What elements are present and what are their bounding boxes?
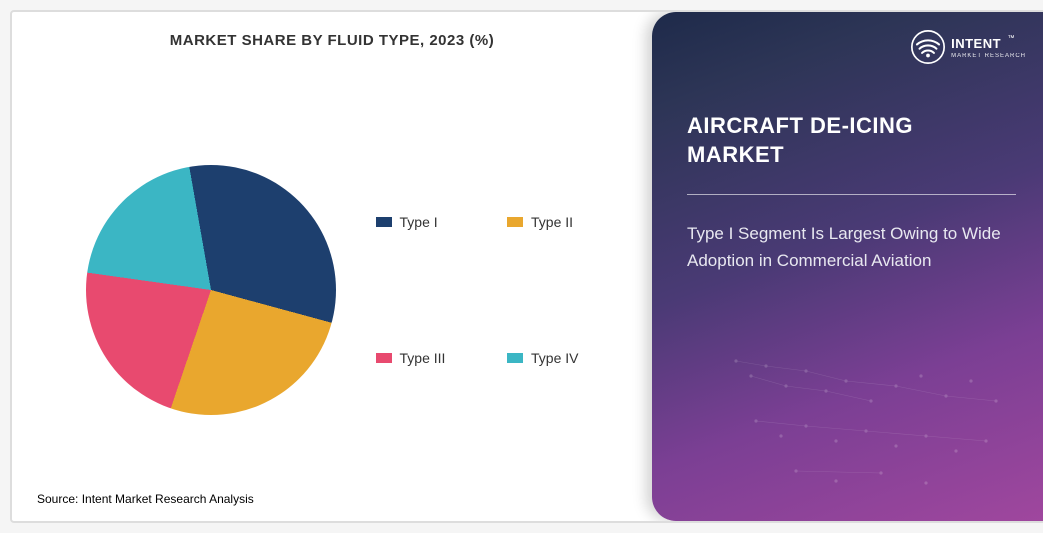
legend-swatch: [507, 217, 523, 227]
logo-main-text: INTENT: [951, 36, 1001, 51]
logo-text-block: INTENT ™ MARKET RESEARCH: [951, 35, 1026, 59]
source-citation: Source: Intent Market Research Analysis: [37, 492, 254, 506]
legend-swatch: [507, 353, 523, 363]
pie-slices: [86, 165, 336, 415]
panel-headline: AIRCRAFT DE-ICING MARKET: [687, 112, 1016, 169]
legend-item: Type III: [376, 350, 447, 366]
world-map-decoration: [696, 331, 1036, 501]
headline-line-1: AIRCRAFT DE-ICING: [687, 112, 1016, 141]
headline-line-2: MARKET: [687, 141, 1016, 170]
trademark-symbol: ™: [1008, 35, 1015, 42]
infographic-container: MARKET SHARE BY FLUID TYPE, 2023 (%) Typ…: [10, 10, 1043, 523]
legend-item: Type IV: [507, 350, 578, 366]
divider-line: [687, 194, 1016, 195]
chart-panel: MARKET SHARE BY FLUID TYPE, 2023 (%) Typ…: [12, 12, 652, 521]
summary-panel: INTENT ™ MARKET RESEARCH AIRCRAFT DE-ICI…: [652, 12, 1043, 521]
chart-title: MARKET SHARE BY FLUID TYPE, 2023 (%): [42, 32, 622, 49]
chart-body: Type I Type II Type III Type IV: [42, 79, 622, 501]
legend-label: Type I: [400, 214, 438, 230]
legend-item: Type II: [507, 214, 578, 230]
legend-swatch: [376, 353, 392, 363]
panel-subheadline: Type I Segment Is Largest Owing to Wide …: [687, 220, 1016, 274]
legend-label: Type IV: [531, 350, 578, 366]
pie-chart: [86, 165, 336, 415]
legend-swatch: [376, 217, 392, 227]
wifi-icon: [911, 30, 945, 64]
chart-legend: Type I Type II Type III Type IV: [376, 214, 579, 366]
legend-item: Type I: [376, 214, 447, 230]
legend-label: Type II: [531, 214, 573, 230]
logo-sub-text: MARKET RESEARCH: [951, 53, 1026, 59]
legend-label: Type III: [400, 350, 446, 366]
brand-logo: INTENT ™ MARKET RESEARCH: [911, 30, 1026, 64]
